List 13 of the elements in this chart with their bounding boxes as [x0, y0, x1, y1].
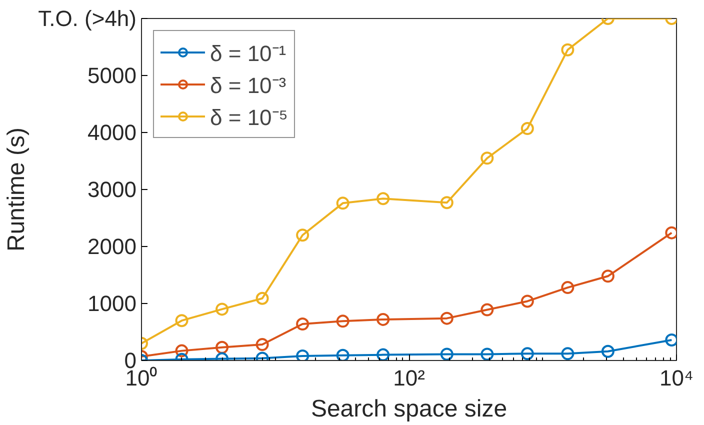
y-tick-label: 5000 — [88, 63, 137, 88]
y-tick-label: 1000 — [88, 291, 137, 316]
legend-label: δ = 10⁻⁵ — [210, 104, 288, 131]
legend-label: δ = 10⁻¹ — [210, 40, 286, 67]
x-tick-label: 10² — [393, 366, 425, 390]
legend-label: δ = 10⁻³ — [210, 72, 286, 99]
y-tick-label: 2000 — [88, 234, 137, 259]
y-tick-label: T.O. (>4h) — [38, 6, 136, 31]
y-tick-label: 3000 — [88, 177, 137, 202]
x-axis-title: Search space size — [310, 396, 508, 422]
y-axis-title: Runtime (s) — [3, 127, 30, 252]
x-tick-label: 10⁴ — [660, 366, 694, 390]
y-tick-label: 4000 — [88, 120, 137, 145]
